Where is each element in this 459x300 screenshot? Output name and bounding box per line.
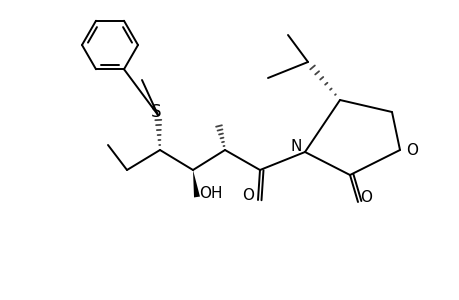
Text: N: N — [290, 139, 302, 154]
Text: O: O — [359, 190, 371, 205]
Text: O: O — [405, 142, 417, 158]
Text: OH: OH — [199, 186, 222, 201]
Text: O: O — [241, 188, 253, 203]
Text: S: S — [151, 103, 161, 121]
Polygon shape — [193, 170, 200, 197]
